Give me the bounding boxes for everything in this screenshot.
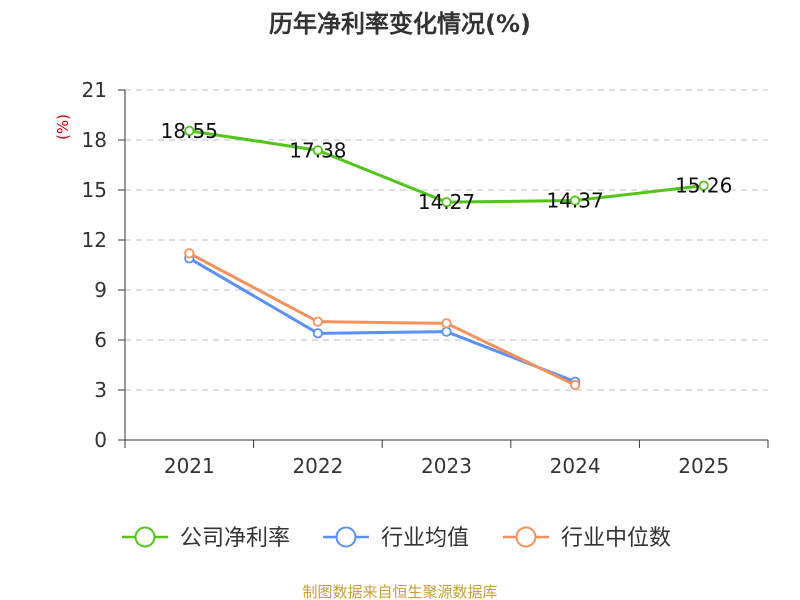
series-line — [188, 257, 576, 384]
axes: 0 3 6 9 12 15 18 21 2021 2022 2023 2024 2025 — [82, 78, 769, 478]
data-point — [569, 195, 581, 206]
data-point — [312, 316, 323, 327]
y-axis-unit: (%) — [54, 114, 72, 140]
y-tick-label: 6 — [94, 328, 107, 352]
y-tick-label: 12 — [82, 228, 107, 252]
series-1: 18.55 17.38 14.27 14.37 15.26 — [161, 119, 733, 214]
y-tick-label: 0 — [94, 428, 107, 452]
x-tick-label: 2023 — [421, 454, 472, 478]
gridlines — [125, 89, 768, 391]
y-tick-label: 9 — [94, 278, 107, 302]
data-point — [698, 180, 709, 191]
data-label: 15.26 — [675, 174, 732, 198]
data-point — [312, 145, 323, 156]
legend-item: 公司净利率 — [122, 526, 290, 551]
legend-marker — [335, 526, 357, 548]
series-3 — [184, 248, 581, 391]
source-note: 制图数据来自恒生聚源数据库 — [302, 583, 497, 600]
legend-label: 行业中位数 — [561, 526, 671, 551]
legend: 公司净利率 行业均值 行业中位数 — [122, 526, 671, 551]
data-label: 17.38 — [289, 138, 346, 162]
data-point — [441, 318, 452, 329]
series-line — [188, 252, 576, 387]
legend-label: 公司净利率 — [180, 526, 290, 551]
data-point — [441, 326, 452, 337]
x-tick-label: 2021 — [164, 454, 215, 478]
data-label: 14.37 — [546, 189, 603, 213]
chart-title: 历年净利率变化情况(%) — [269, 10, 531, 38]
x-tick-label: 2022 — [292, 454, 343, 478]
data-point — [184, 125, 195, 136]
y-tick-label: 15 — [82, 178, 107, 202]
legend-marker — [134, 526, 156, 548]
data-point — [184, 248, 195, 259]
data-point — [569, 379, 581, 391]
series-2 — [184, 253, 581, 387]
legend-label: 行业均值 — [381, 526, 469, 551]
data-label: 18.55 — [161, 119, 218, 143]
y-tick-label: 3 — [94, 378, 107, 402]
y-tick-label: 18 — [82, 128, 107, 152]
y-tick-label: 21 — [82, 78, 107, 102]
legend-marker — [515, 526, 537, 548]
x-tick-label: 2025 — [678, 454, 729, 478]
data-point — [312, 328, 323, 339]
legend-item: 行业中位数 — [503, 526, 671, 551]
data-point — [441, 197, 452, 208]
x-tick-label: 2024 — [550, 454, 601, 478]
data-label: 14.27 — [418, 190, 475, 214]
legend-item: 行业均值 — [323, 526, 469, 551]
series-group: 18.55 17.38 14.27 14.37 15.26 — [161, 119, 733, 391]
